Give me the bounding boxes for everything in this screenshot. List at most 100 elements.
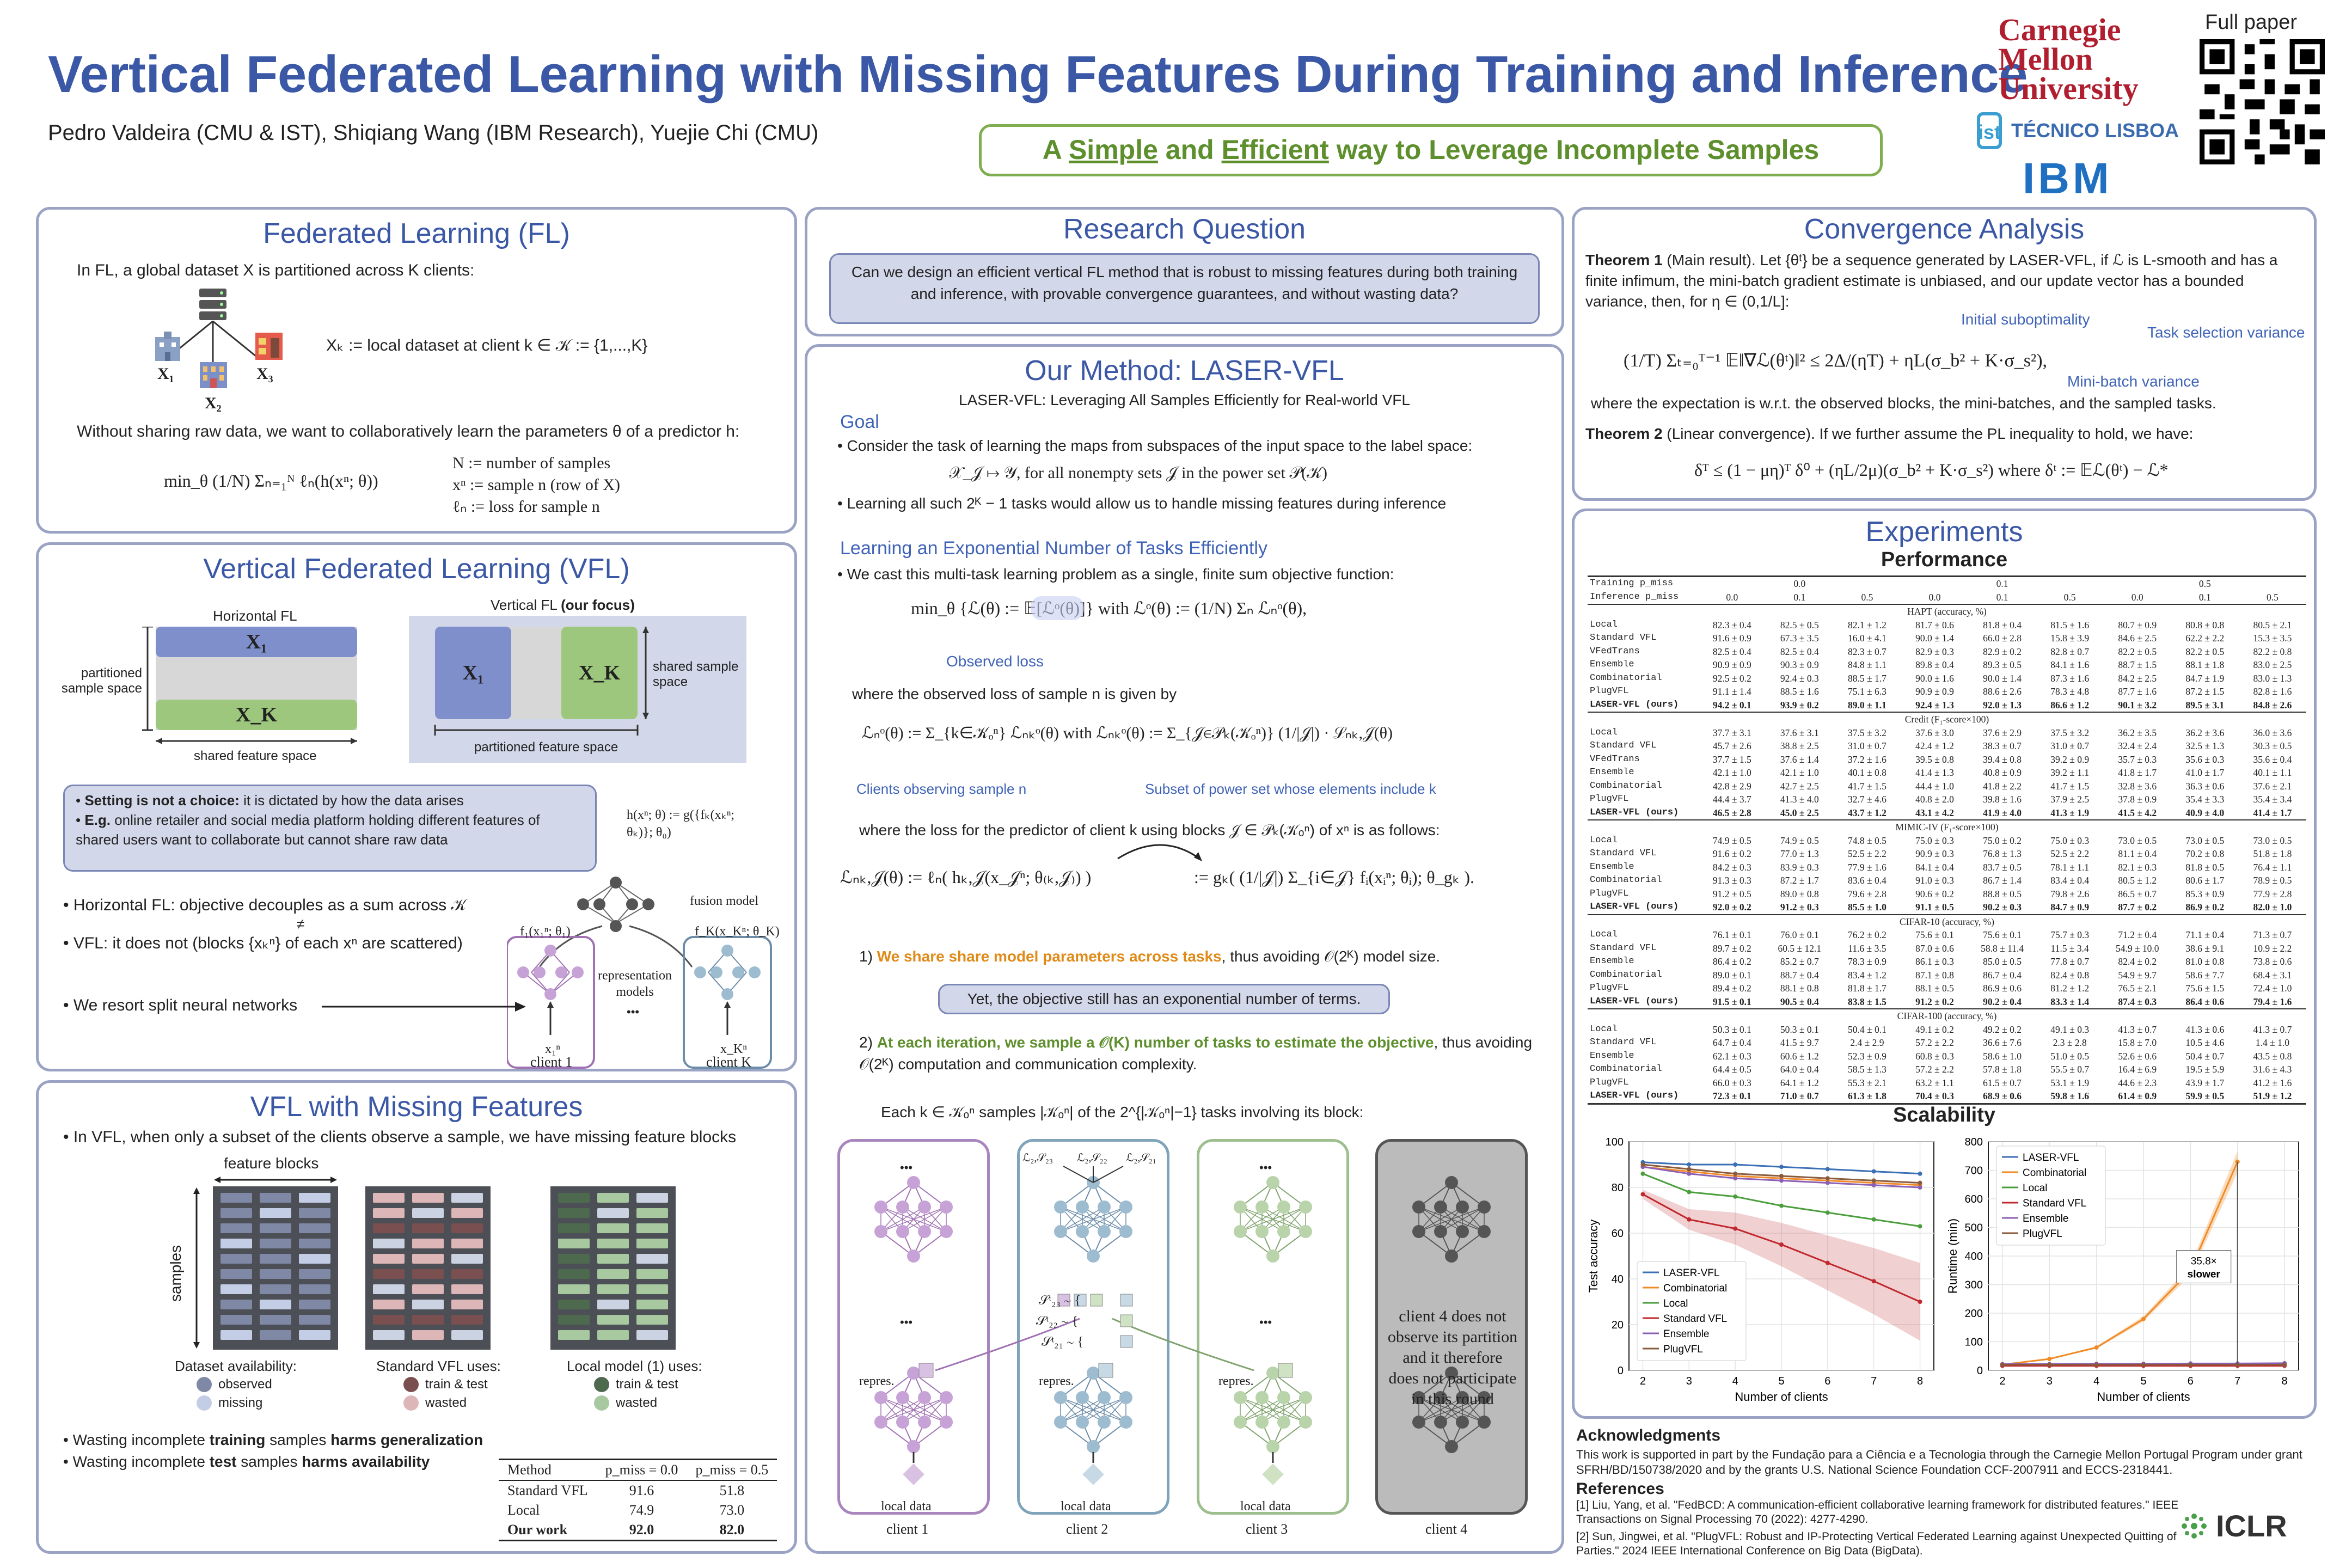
value-cell: 64.7 ± 0.4 <box>1712 1037 1751 1048</box>
value-cell: 90.3 ± 0.9 <box>1780 659 1819 670</box>
value-cell: 37.7 ± 3.1 <box>1712 727 1751 738</box>
data-cell <box>636 1269 668 1279</box>
data-point <box>1779 1174 1784 1178</box>
cmu-line2: Mellon <box>1998 41 2093 77</box>
exp-title: Experiments <box>1865 516 2023 548</box>
value-cell: 83.0 ± 2.5 <box>2253 659 2292 670</box>
init-subopt-label: Initial suboptimality <box>1961 311 2090 328</box>
y-tick-label: 100 <box>1965 1337 1983 1349</box>
method-cell: Local <box>1590 619 1618 630</box>
each-client-text: Each k ∈ 𝒦ₒⁿ samples |𝒦ₒⁿ| of the 2^{|𝒦ₒ… <box>881 1104 1364 1120</box>
legend-label: PlugVFL <box>1663 1344 1703 1355</box>
data-cell <box>373 1193 405 1203</box>
method-panel: Our Method: LASER-VFL LASER-VFL: Leverag… <box>805 344 1564 1554</box>
predictor-loss-eq-a: ℒₙₖ,𝒥(θ) := ℓₙ( hₖ,𝒥(x_𝒥ⁿ; θ₍ₖ,𝒥₎) ) <box>840 867 1092 887</box>
dataset-header-row: CIFAR-10 (accuracy, %) <box>1588 914 2306 928</box>
value-cell: 52.5 ± 2.2 <box>2050 848 2090 859</box>
missing-intro: • In VFL, when only a subset of the clie… <box>63 1128 737 1146</box>
value-cell: 45.7 ± 2.6 <box>1712 740 1751 751</box>
hfl-shared-feat: shared feature space <box>194 749 317 763</box>
value-cell: 11.6 ± 3.5 <box>1848 942 1886 954</box>
value-cell: 41.4 ± 1.7 <box>2253 807 2292 818</box>
table-row: Combinatorial 64.4 ± 0.5 64.0 ± 0.4 58.5 ± … <box>1588 1063 2306 1076</box>
subset-label: Subset of power set whose elements inclu… <box>1145 781 1436 797</box>
value-cell: 52.5 ± 2.2 <box>1848 848 1886 859</box>
value-cell: 62.1 ± 0.3 <box>1712 1050 1751 1062</box>
method-cell: PlugVFL <box>1590 794 1629 804</box>
value-cell: 68.9 ± 0.6 <box>1983 1091 2022 1101</box>
data-cell <box>412 1315 444 1325</box>
value-cell: 82.1 ± 0.3 <box>2118 861 2157 873</box>
value-cell: 10.5 ± 4.6 <box>2185 1037 2225 1048</box>
method-title: Our Method: LASER-VFL <box>1025 355 1344 387</box>
server-icon <box>199 289 226 320</box>
value-cell: 36.6 ± 7.6 <box>1983 1037 2022 1048</box>
vfl-point1-text: Horizontal FL: objective decouples as a … <box>73 896 467 914</box>
rq-title: Research Question <box>1063 213 1306 245</box>
method-cell: Combinatorial <box>1590 672 1662 683</box>
data-cell <box>373 1208 405 1218</box>
value-cell: 71.1 ± 0.4 <box>2185 929 2225 940</box>
vfl-bullet2: • E.g. online retailer and social media … <box>76 812 540 848</box>
method-cell: Standard VFL <box>1590 1037 1657 1048</box>
value-cell: 50.3 ± 0.1 <box>1780 1024 1819 1035</box>
data-point <box>1687 1167 1692 1172</box>
goal-bullet2: • Learning all such 2ᴷ − 1 tasks would a… <box>837 495 1447 512</box>
tagline-efficient: Efficient <box>1221 134 1329 165</box>
table-row: PlugVFL 66.0 ± 0.3 64.1 ± 1.2 55.3 ± 2.1 63.… <box>1588 1076 2306 1090</box>
value-cell: 81.8 ± 0.4 <box>1983 619 2022 630</box>
value-cell: 77.9 ± 1.6 <box>1848 861 1886 873</box>
rq-box: Can we design an efficient vertical FL m… <box>829 253 1540 324</box>
rep2-label: repres. <box>1039 1374 1074 1388</box>
value-cell: 86.7 ± 0.4 <box>1983 969 2022 981</box>
value-cell: 15.8 ± 3.9 <box>2050 633 2090 644</box>
value-cell: 57.2 ± 2.2 <box>1915 1064 1954 1075</box>
value-cell: 59.8 ± 1.6 <box>2050 1091 2090 1101</box>
value-cell: 31.6 ± 4.3 <box>2253 1064 2292 1075</box>
legend-label: Local <box>1663 1298 1688 1309</box>
value-cell: 41.3 ± 0.7 <box>2118 1024 2157 1035</box>
svfl-tt-text: train & test <box>425 1377 488 1392</box>
fl-def-n: N := number of samples <box>452 454 611 472</box>
value-cell: 52.6 ± 0.6 <box>2118 1050 2157 1062</box>
value-cell: 75.0 ± 0.2 <box>1983 835 2022 846</box>
qr-code-icon[interactable] <box>2200 39 2325 164</box>
fusion-label: fusion model <box>690 894 758 908</box>
table-row: Local 74.9 ± 0.5 74.9 ± 0.5 74.8 ± 0.5 75.0 … <box>1588 834 2306 848</box>
dataset-name: CIFAR-10 (accuracy, %) <box>1588 914 2306 928</box>
value-cell: 87.1 ± 0.8 <box>1915 969 1954 981</box>
data-point <box>1733 1176 1738 1181</box>
data-cell <box>451 1208 483 1218</box>
data-point <box>1825 1180 1830 1185</box>
fl-title: Federated Learning (FL) <box>263 218 570 249</box>
local-data-icon <box>1262 1463 1284 1485</box>
data-cell <box>636 1223 668 1233</box>
value-cell: 71.2 ± 0.4 <box>2118 929 2157 940</box>
eq-connector-arrow <box>1117 844 1202 861</box>
value-cell: 60.6 ± 1.2 <box>1780 1050 1819 1062</box>
value-cell: 88.5 ± 1.7 <box>1848 672 1886 684</box>
legend-label: PlugVFL <box>2023 1228 2062 1240</box>
w1b: training <box>209 1431 266 1448</box>
yet-box: Yet, the objective still has an exponent… <box>938 984 1390 1014</box>
predictor-loss-text: where the loss for the predictor of clie… <box>859 822 1440 838</box>
data-cell <box>299 1254 330 1264</box>
value-cell: 41.8 ± 2.2 <box>1983 780 2022 792</box>
data-cell <box>299 1269 330 1279</box>
ibm-logo: IBM <box>2023 154 2112 203</box>
value-cell: 86.9 ± 0.2 <box>2185 902 2225 912</box>
data-point <box>1871 1217 1876 1222</box>
neural-net <box>1234 1367 1312 1453</box>
value-cell: 91.5 ± 0.1 <box>1712 996 1751 1007</box>
ist-emblem-icon: ist <box>1977 112 2002 149</box>
data-cell <box>636 1239 668 1248</box>
ack-title: Acknowledgments <box>1576 1426 1721 1444</box>
value-cell: 50.4 ± 0.1 <box>1848 1024 1886 1035</box>
value-cell: 42.8 ± 2.9 <box>1712 780 1751 792</box>
standard-vfl-grid <box>365 1186 491 1350</box>
value-cell: 32.8 ± 3.6 <box>2118 780 2157 792</box>
table-row: Ensemble 86.4 ± 0.2 85.2 ± 0.7 78.3 ± 0.9 86… <box>1588 955 2306 969</box>
x-tick-label: 2 <box>1640 1375 1646 1387</box>
data-point <box>1918 1300 1922 1304</box>
value-cell: 52.3 ± 0.9 <box>1848 1050 1886 1062</box>
